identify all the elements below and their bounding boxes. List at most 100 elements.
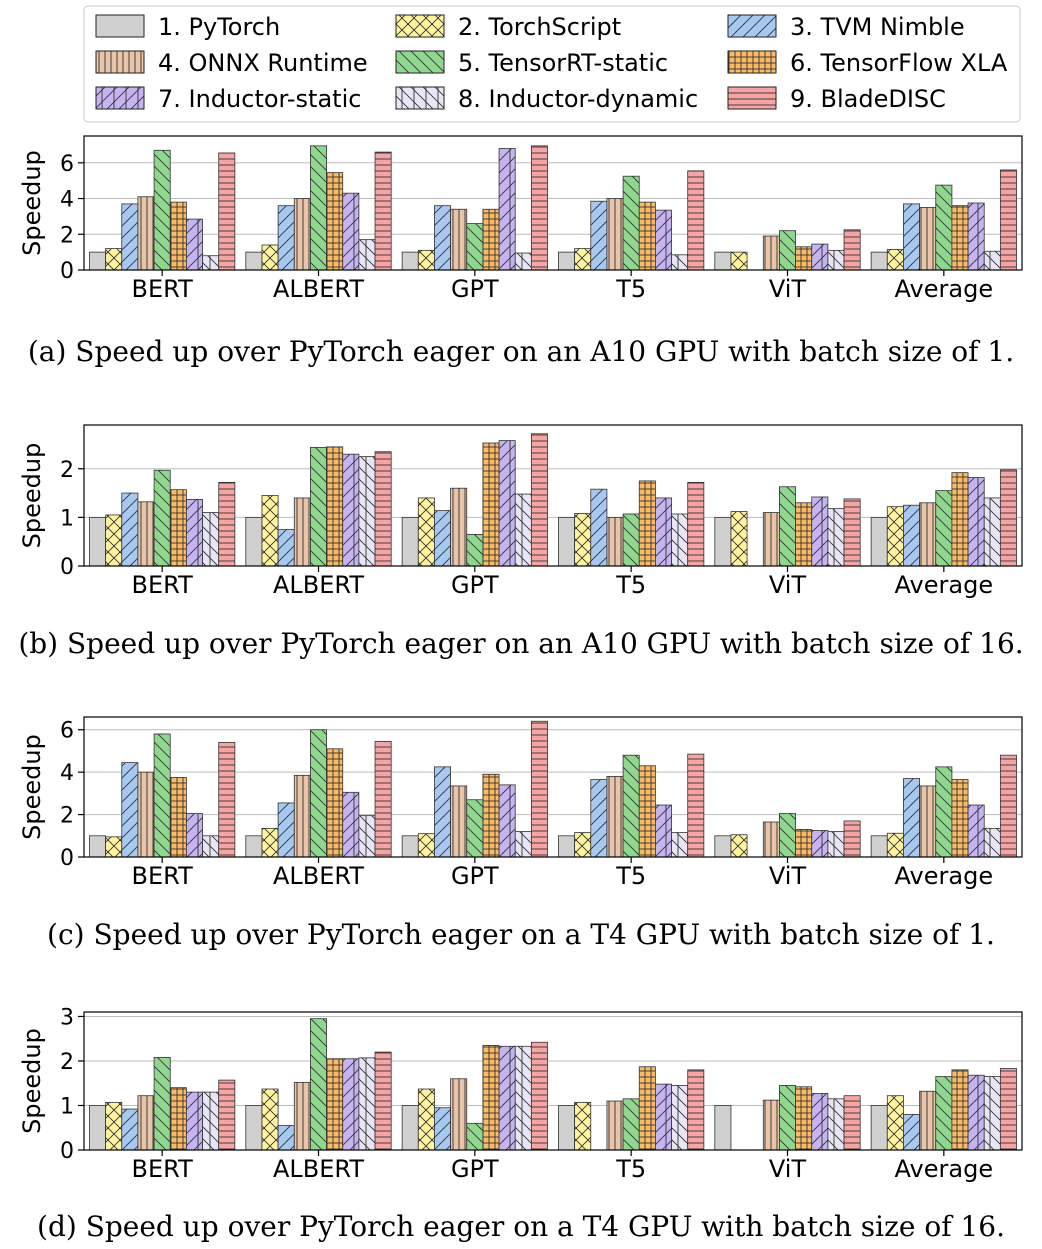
bar-bert-3-tvm-nimble — [121, 492, 139, 567]
bar-vit-4-onnx-runtime — [762, 235, 780, 271]
legend-item-5-tensorrt-static: 5. TensorRT-static — [395, 49, 668, 77]
bar-gpt-4-onnx-runtime — [450, 785, 468, 858]
bar-bert-3-tvm-nimble — [121, 762, 139, 858]
bar-average-6-tensorflow-xla — [951, 205, 969, 271]
bar-average-4-onnx-runtime — [919, 785, 937, 858]
bar-vit-9-bladedisc — [843, 1095, 861, 1151]
bar-vit-6-tensorflow-xla — [795, 829, 813, 858]
bar-t5-4-onnx-runtime — [606, 1100, 624, 1151]
bar-group-gpt — [401, 1041, 548, 1151]
bar-gpt-2-torchscript — [417, 497, 435, 567]
bar-albert-7-inductor-static — [342, 192, 360, 271]
bar-bert-6-tensorflow-xla — [169, 489, 187, 567]
bar-gpt-1-pytorch — [401, 1105, 419, 1151]
bar-albert-2-torchscript — [261, 1088, 279, 1151]
bar-bert-4-onnx-runtime — [137, 501, 155, 567]
bar-average-8-inductor-dynamic — [983, 1076, 1001, 1151]
bar-gpt-9-bladedisc — [530, 1041, 548, 1151]
chart-caption: (a) Speed up over PyTorch eager on an A1… — [28, 335, 1014, 368]
x-tick-label: GPT — [451, 275, 499, 303]
bar-gpt-7-inductor-static — [498, 1045, 516, 1151]
legend-swatch — [395, 50, 445, 74]
bar-t5-9-bladedisc — [687, 753, 705, 858]
bar-average-1-pytorch — [870, 516, 888, 567]
bar-vit-7-inductor-static — [811, 830, 829, 858]
bar-gpt-7-inductor-static — [498, 440, 516, 567]
bar-gpt-8-inductor-dynamic — [514, 252, 532, 271]
bar-t5-8-inductor-dynamic — [671, 1085, 689, 1151]
bar-t5-5-tensorrt-static — [622, 175, 640, 271]
bar-vit-4-onnx-runtime — [762, 1099, 780, 1151]
y-axis-label: Speedup — [18, 443, 46, 549]
bar-t5-6-tensorflow-xla — [638, 765, 656, 858]
legend-label: 2. TorchScript — [458, 13, 621, 41]
bar-average-8-inductor-dynamic — [983, 827, 1001, 858]
bar-group-bert — [89, 149, 236, 271]
bar-average-3-tvm-nimble — [903, 778, 921, 858]
bar-vit-8-inductor-dynamic — [827, 1098, 845, 1151]
bar-albert-4-onnx-runtime — [293, 1081, 311, 1151]
bar-albert-2-torchscript — [261, 495, 279, 567]
bar-bert-4-onnx-runtime — [137, 196, 155, 271]
y-axis-label: Speedup — [18, 150, 46, 256]
bar-bert-5-tensorrt-static — [153, 1057, 171, 1151]
bar-vit-7-inductor-static — [811, 496, 829, 567]
legend-item-2-torchscript: 2. TorchScript — [395, 13, 621, 41]
bar-gpt-5-tensorrt-static — [466, 223, 484, 271]
bar-albert-5-tensorrt-static — [310, 1018, 327, 1151]
bar-gpt-5-tensorrt-static — [466, 534, 484, 567]
x-tick-label: ViT — [769, 862, 807, 890]
bar-t5-2-torchscript — [574, 1101, 592, 1151]
bar-albert-1-pytorch — [245, 251, 263, 271]
bar-bert-6-tensorflow-xla — [169, 201, 187, 271]
bar-albert-3-tvm-nimble — [277, 1125, 295, 1151]
bar-albert-4-onnx-runtime — [293, 198, 311, 271]
bar-bert-3-tvm-nimble — [121, 203, 139, 271]
x-tick-label: ViT — [769, 571, 807, 599]
bar-bert-7-inductor-static — [185, 1091, 203, 1151]
bar-average-7-inductor-static — [967, 202, 985, 271]
bar-bert-1-pytorch — [89, 1105, 107, 1151]
legend-label: 5. TensorRT-static — [458, 49, 668, 77]
bar-average-5-tensorrt-static — [935, 766, 953, 858]
bar-gpt-5-tensorrt-static — [466, 799, 484, 858]
bar-bert-2-torchscript — [105, 836, 123, 858]
bar-gpt-6-tensorflow-xla — [482, 208, 500, 271]
x-tick-label: BERT — [132, 275, 194, 303]
bar-albert-1-pytorch — [245, 1105, 263, 1151]
bar-bert-4-onnx-runtime — [137, 771, 155, 858]
x-tick-label: ALBERT — [273, 862, 364, 890]
bar-t5-7-inductor-static — [655, 1083, 672, 1151]
bar-group-t5 — [558, 170, 705, 271]
y-tick-label: 6 — [60, 719, 74, 744]
bar-group-albert — [245, 145, 392, 271]
bar-vit-2-torchscript — [730, 251, 748, 271]
bar-bert-1-pytorch — [89, 516, 107, 567]
bar-average-2-torchscript — [886, 249, 904, 271]
legend-swatch — [395, 86, 445, 110]
bar-average-1-pytorch — [870, 835, 888, 858]
bar-bert-1-pytorch — [89, 835, 107, 858]
bar-average-2-torchscript — [886, 1095, 904, 1151]
bar-bert-8-inductor-dynamic — [202, 512, 220, 567]
bar-vit-5-tensorrt-static — [779, 1085, 796, 1151]
y-tick-label: 1 — [60, 506, 74, 531]
bar-group-bert — [89, 469, 236, 567]
bar-gpt-2-torchscript — [417, 1088, 435, 1151]
bar-average-3-tvm-nimble — [903, 1113, 921, 1151]
chart-b: 0 1 2 BERT ALBERT GPT T5 ViT Average Speedup (b) S… — [18, 424, 1024, 660]
bar-bert-3-tvm-nimble — [121, 1108, 139, 1151]
bar-average-2-torchscript — [886, 832, 904, 858]
bar-average-9-bladedisc — [999, 754, 1017, 858]
bar-bert-6-tensorflow-xla — [169, 777, 187, 858]
y-tick-label: 0 — [60, 1139, 74, 1164]
bar-vit-9-bladedisc — [843, 498, 861, 567]
bar-vit-6-tensorflow-xla — [795, 1086, 813, 1151]
y-tick-label: 6 — [60, 152, 74, 177]
bar-gpt-9-bladedisc — [530, 145, 548, 271]
bar-group-vit — [714, 1085, 861, 1151]
legend-swatch — [95, 50, 145, 74]
plot-frame — [83, 135, 1023, 271]
bar-t5-8-inductor-dynamic — [671, 513, 689, 567]
